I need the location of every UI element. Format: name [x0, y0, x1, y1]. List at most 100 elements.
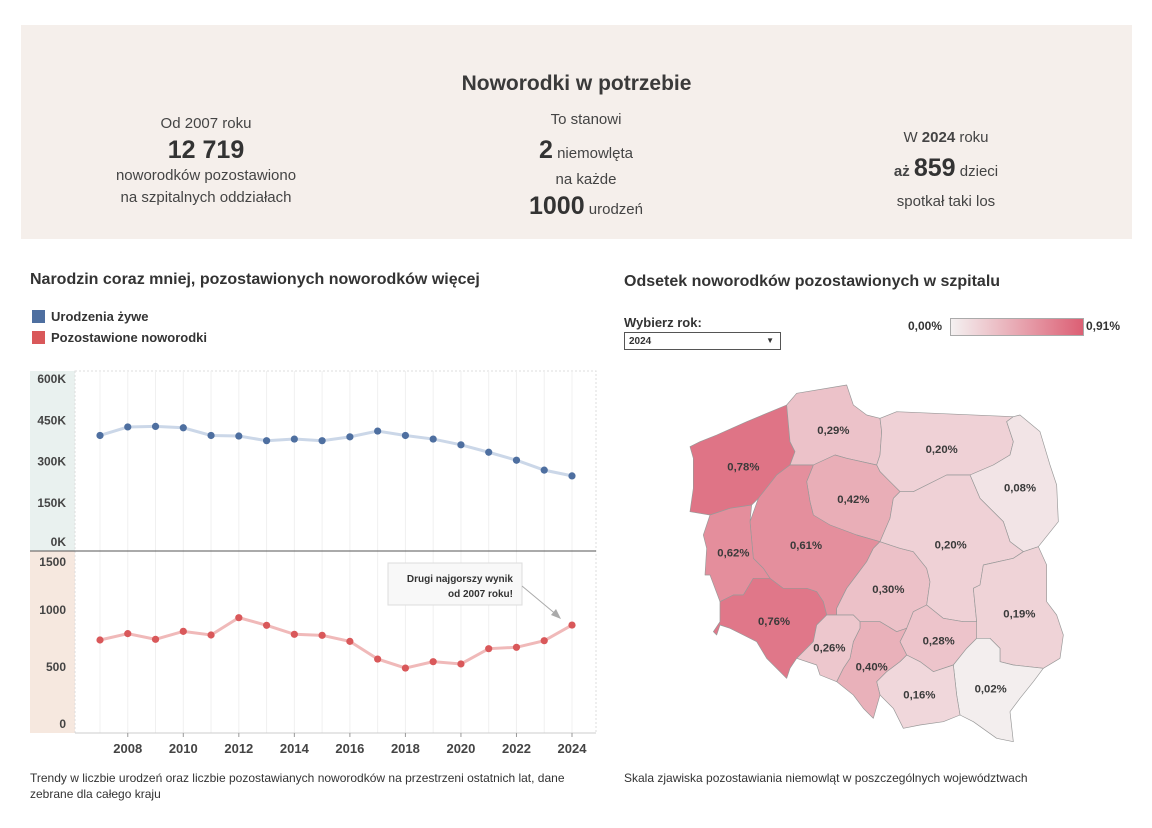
kpi-year-post: roku: [959, 129, 989, 146]
y-tick-label: 0K: [51, 535, 67, 549]
series-line-births: [99, 424, 573, 478]
kpi-ratio-base-unit: urodzeń: [588, 201, 643, 218]
region-label: 0,42%: [837, 494, 869, 506]
axis-band-abandoned: [30, 551, 75, 733]
data-point: [124, 630, 132, 638]
scale-min-label: 0,00%: [908, 319, 943, 333]
y-tick-label: 500: [46, 660, 66, 674]
data-point: [457, 441, 465, 449]
x-tick-label: 2024: [558, 741, 588, 756]
data-point: [485, 448, 493, 456]
data-point: [429, 435, 437, 443]
data-point: [346, 433, 354, 441]
kpi-total-line3: na szpitalnych oddziałach: [120, 189, 292, 206]
kpi-total-value: 12 719: [167, 136, 245, 164]
data-point: [401, 431, 410, 440]
axis-band-births: [30, 371, 75, 551]
year-select-label: Wybierz rok:: [624, 315, 702, 330]
legend-item-births[interactable]: Urodzenia żywe: [32, 306, 207, 327]
map-title: Odsetek noworodków pozostawionych w szpi…: [624, 273, 1001, 290]
data-point: [151, 422, 160, 430]
year-select[interactable]: 2024 ▼: [624, 332, 781, 350]
kpi-total-caption: Od 2007 roku: [160, 115, 252, 132]
x-tick-label: 2016: [335, 741, 364, 756]
kpi-year-pre2: aż: [893, 163, 910, 180]
region-label: 0,20%: [935, 539, 967, 551]
data-point: [401, 664, 410, 672]
kpi-ratio-line2: na każde: [555, 171, 617, 188]
arrow-head-icon: [551, 609, 561, 619]
data-point: [124, 423, 132, 431]
region-label: 0,19%: [1003, 608, 1035, 620]
region-label: 0,29%: [817, 425, 849, 437]
data-point: [457, 660, 465, 668]
data-point: [290, 630, 298, 638]
data-point: [235, 432, 243, 440]
data-point: [568, 472, 576, 480]
data-point: [262, 437, 271, 445]
legend-swatch-red: [32, 331, 45, 344]
region-opolskie[interactable]: [796, 614, 861, 682]
annotation-arrow: [521, 585, 559, 617]
data-point: [151, 635, 160, 643]
kpi-year-post2: dzieci: [959, 163, 999, 180]
annotation-text: od 2007 roku!: [448, 589, 513, 600]
legend-item-abandoned[interactable]: Pozostawione noworodki: [32, 327, 207, 348]
data-point: [540, 637, 548, 645]
y-tick-label: 600K: [37, 372, 66, 386]
data-point: [540, 466, 548, 474]
data-point: [374, 427, 382, 435]
y-tick-label: 0: [59, 717, 66, 731]
region-label: 0,02%: [975, 683, 1007, 695]
data-point: [374, 655, 382, 663]
map-caption: Skala zjawiska pozostawiania niemowląt w…: [624, 771, 1028, 785]
region-label: 0,28%: [923, 636, 955, 648]
region-label: 0,08%: [1004, 482, 1036, 494]
data-point: [512, 456, 521, 464]
data-point: [318, 437, 326, 445]
kpi-year-year: 2024: [921, 129, 956, 146]
annotation-text: Drugi najgorszy wynik: [407, 574, 514, 585]
line-chart-legend: Urodzenia żywe Pozostawione noworodki: [32, 306, 207, 348]
dashboard-title: Noworodki w potrzebie: [461, 72, 692, 95]
region-label: 0,40%: [856, 662, 888, 674]
series-line-abandoned: [99, 616, 573, 670]
x-tick-label: 2018: [391, 741, 420, 756]
legend-swatch-blue: [32, 310, 45, 323]
plot-frame: [74, 370, 597, 734]
data-point: [262, 621, 271, 629]
kpi-ratio-value: 2: [539, 136, 553, 164]
data-point: [179, 424, 187, 432]
data-point: [485, 645, 493, 653]
line-chart-caption: Trendy w liczbie urodzeń oraz liczbie po…: [30, 771, 565, 801]
summary-header: Noworodki w potrzebie Od 2007 roku 12 71…: [21, 25, 1132, 239]
kpi-ratio-base: 1000: [528, 192, 585, 220]
region-label: 0,30%: [872, 584, 904, 596]
data-point: [290, 435, 298, 443]
kpi-year: W 2024 roku aż 859 dzieci spotkał taki l…: [821, 123, 1071, 217]
year-select-value: 2024: [629, 336, 652, 347]
data-point: [429, 658, 437, 666]
annotation-box: [387, 562, 523, 606]
y-tick-label: 150K: [37, 496, 66, 510]
kpi-total: Od 2007 roku 12 719 noworodków pozostawi…: [81, 113, 331, 209]
x-tick-label: 2010: [169, 741, 198, 756]
x-tick-label: 2022: [502, 741, 531, 756]
scale-max-label: 0,91%: [1086, 319, 1121, 333]
region-label: 0,16%: [903, 689, 935, 701]
data-point: [512, 643, 521, 651]
kpi-ratio: To stanowi 2 niemowlęta na każde 1000 ur…: [461, 105, 711, 225]
region-label: 0,62%: [717, 548, 749, 560]
data-point: [207, 631, 215, 639]
data-point: [179, 627, 187, 635]
x-tick-label: 2014: [280, 741, 310, 756]
region-label: 0,61%: [790, 540, 822, 552]
y-tick-label: 1500: [39, 555, 66, 569]
poland-map: 0,78% 0,29% 0,20% 0,08% 0,42% 0,61% 0,62% 0,76%…: [689, 384, 1064, 742]
region-label: 0,26%: [813, 642, 845, 654]
kpi-total-line2: noworodków pozostawiono: [115, 167, 297, 184]
y-tick-label: 450K: [37, 413, 66, 427]
data-point: [568, 621, 576, 629]
kpi-ratio-unit: niemowlęta: [557, 145, 633, 162]
line-chart: 2008 2010 2012 2014 2016 2018 2020 2022 2024 0K 15…: [30, 370, 597, 756]
